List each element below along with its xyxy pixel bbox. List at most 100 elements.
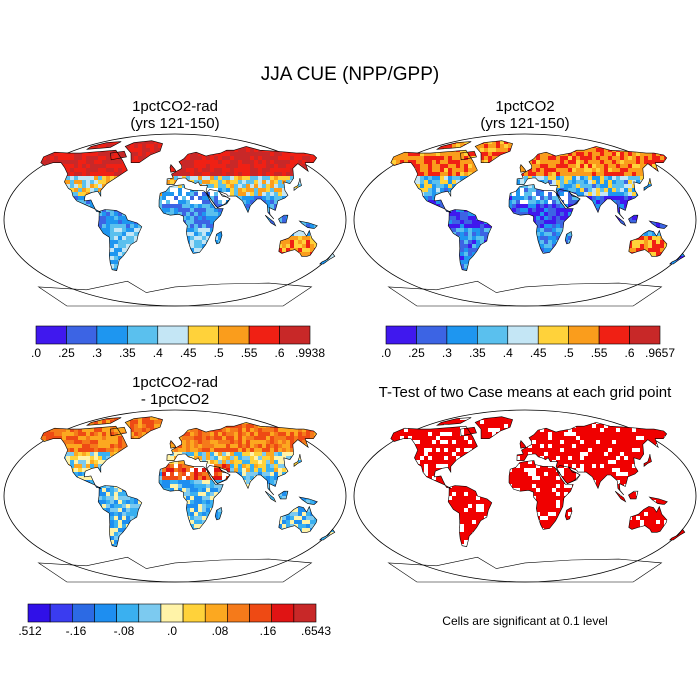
colorbar-swatch [182, 603, 206, 623]
colorbar-label: .16 [260, 624, 277, 638]
colorbar-label: .55 [591, 346, 608, 360]
colorbar-swatch [537, 325, 569, 345]
colorbar-swatch [248, 325, 280, 345]
colorbar-swatch [94, 603, 117, 623]
coastline-antarctica [387, 280, 663, 307]
coastline-new-zealand [669, 252, 686, 265]
colorbar-swatch [138, 603, 162, 623]
panel-rad-title-line2: (yrs 121-150) [130, 115, 220, 132]
coastline-north-america [390, 425, 478, 489]
panel-diff-title-line2: - 1pctCO2 [140, 391, 210, 408]
coastline-australia [628, 229, 668, 257]
panel-diff-title: 1pctCO2-rad - 1pctCO2 [75, 374, 275, 408]
coastline-uk [519, 163, 527, 173]
coastline-indonesia-borneo [278, 490, 289, 500]
coastline-australia [278, 229, 318, 257]
colorbar-label: .6543 [301, 624, 331, 638]
coastline-new-zealand [319, 528, 336, 541]
colorbar-label: .9657 [645, 346, 675, 360]
coastline-north-america [40, 425, 128, 489]
colorbar-swatch [271, 603, 295, 623]
coastline-madagascar [214, 231, 223, 245]
coastline-arabia [555, 189, 581, 208]
coastline-baffin-island [460, 426, 477, 437]
coastline-arctic-islands [436, 417, 472, 426]
coastline-greenland [124, 140, 163, 163]
colorbar-label: .0 [167, 624, 177, 638]
panel-ttest-title-line1: T-Test of two Case means at each grid po… [378, 384, 672, 401]
coastline-arctic-islands [86, 417, 122, 426]
coastline-baffin-island [110, 150, 127, 161]
panel-rad-title: 1pctCO2-rad (yrs 121-150) [75, 98, 275, 132]
coastline-north-america [40, 149, 128, 213]
coastline-arabia [205, 189, 231, 208]
coastline-madagascar [564, 507, 573, 521]
coastline-greenland [474, 140, 513, 163]
coastline-south-america [97, 485, 143, 547]
colorbar-label: .0 [31, 346, 41, 360]
coastline-japan [293, 453, 302, 468]
coastline-arabia [205, 465, 231, 484]
colorbar-swatch [507, 325, 539, 345]
colorbar-swatch [446, 325, 478, 345]
coastline-australia [628, 505, 668, 533]
colorbar-label: .35 [469, 346, 486, 360]
coastline-indonesia-sumatra [264, 214, 277, 227]
panel-ttest-title: T-Test of two Case means at each grid po… [350, 384, 700, 401]
colorbar-label: .6 [275, 346, 285, 360]
coastline-new-guinea [648, 496, 668, 505]
colorbar-swatch [385, 325, 417, 345]
map-panel-rad [3, 133, 347, 307]
colorbar-label: .45 [180, 346, 197, 360]
colorbar-label: .35 [119, 346, 136, 360]
colorbar-label: -.08 [114, 624, 135, 638]
panel-rad-title-line1: 1pctCO2-rad [132, 98, 218, 115]
coastline-indonesia-sumatra [614, 214, 627, 227]
colorbar-label: .9938 [295, 346, 325, 360]
coastline-arctic-islands [86, 141, 122, 150]
colorbar-swatch [218, 325, 250, 345]
coastline-south-america [447, 485, 493, 547]
colorbar-swatch [27, 603, 51, 623]
colorbar-label: .45 [530, 346, 547, 360]
colorbar-swatch [598, 325, 630, 345]
panel-diff-title-line1: 1pctCO2-rad [132, 374, 218, 391]
coastline-new-guinea [648, 220, 668, 229]
figure-title: JJA CUE (NPP/GPP) [260, 64, 440, 85]
colorbar-label: .6 [625, 346, 635, 360]
colorbar-swatch [160, 603, 184, 623]
coastline-new-guinea [298, 496, 318, 505]
colorbar-label: -.512 [18, 624, 42, 638]
colorbar-swatch [204, 603, 228, 623]
coastline-south-america [97, 209, 143, 271]
colorbar-label: -.16 [66, 624, 87, 638]
coastline-uk [169, 163, 177, 173]
coastline-africa [508, 460, 574, 530]
coastline-australia [278, 505, 318, 533]
map-panel-diff [3, 409, 347, 583]
colorbar-swatch [279, 325, 311, 345]
colorbar-ctl: .0 .25 .3 .35 .4 .45 .5 .55 .6 .9657 [381, 325, 675, 360]
colorbar-label: .55 [241, 346, 258, 360]
colorbar-swatch [35, 325, 67, 345]
coastline-indonesia-sumatra [614, 490, 627, 503]
colorbar-diff: -.512 -.16 -.08 .0 .08 .16 .6543 [18, 603, 331, 638]
colorbar-swatch [72, 603, 95, 623]
coastline-japan [293, 177, 302, 192]
colorbar-swatch [249, 603, 272, 623]
colorbar-swatch [477, 325, 509, 345]
coastline-greenland [124, 416, 163, 439]
colorbar-swatch [49, 603, 73, 623]
coastline-greenland [474, 416, 513, 439]
coastline-africa [158, 460, 224, 530]
coastline-new-zealand [669, 528, 686, 541]
coastline-indonesia-borneo [278, 214, 289, 224]
coastline-indonesia-sumatra [264, 490, 277, 503]
colorbar-label: .5 [564, 346, 574, 360]
colorbar-label: .3 [442, 346, 452, 360]
colorbar-label: .4 [153, 346, 163, 360]
coastline-baffin-island [110, 426, 127, 437]
coastline-madagascar [564, 231, 573, 245]
colorbar-swatch [157, 325, 189, 345]
coastline-north-america [390, 149, 478, 213]
